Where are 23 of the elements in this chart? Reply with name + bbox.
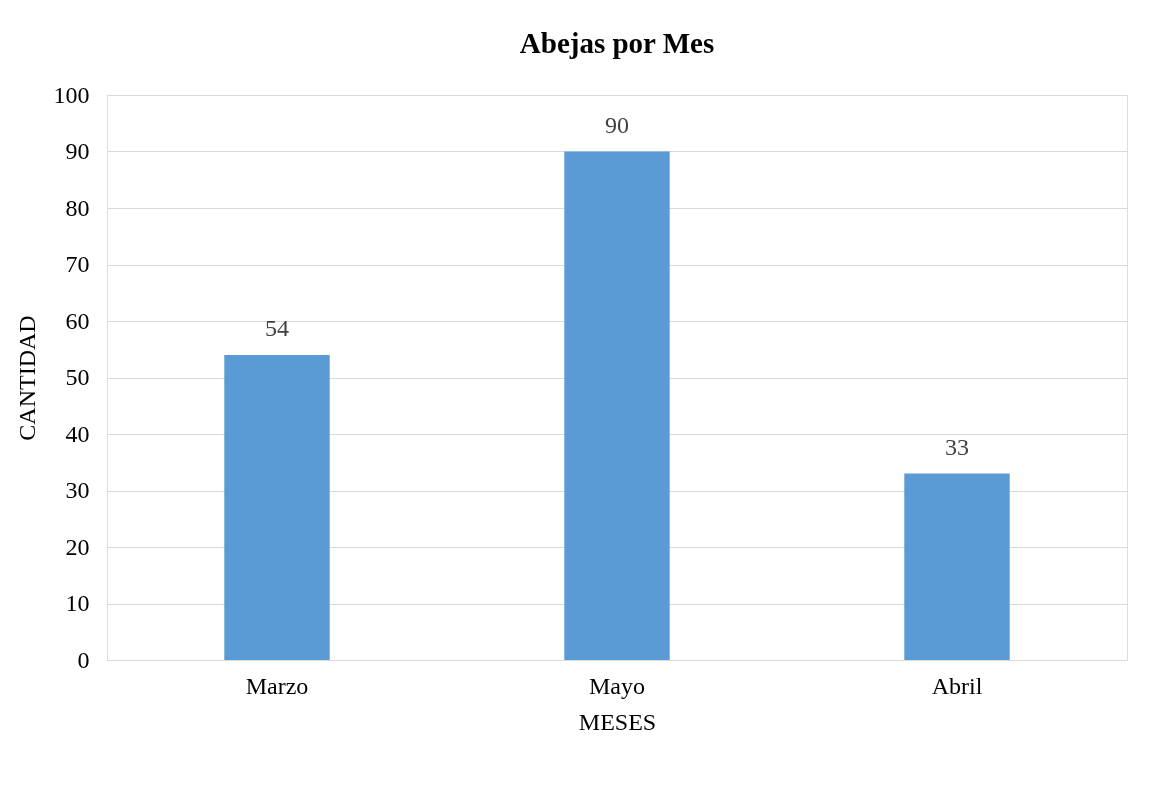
y-tick-label: 70 <box>65 251 90 277</box>
y-tick-label: 40 <box>65 420 90 447</box>
y-tick-label: 20 <box>65 533 90 560</box>
data-label: 33 <box>945 433 969 460</box>
chart-title: Abejas por Mes <box>519 27 715 59</box>
y-tick-label: 60 <box>65 307 90 334</box>
x-axis-title: MESES <box>578 708 657 735</box>
data-label: 54 <box>265 314 289 341</box>
y-tick-label: 30 <box>65 477 90 503</box>
x-tick-label: Abril <box>931 672 983 699</box>
y-axis-title: CANTIDAD <box>13 315 40 441</box>
x-tick-label: Mayo <box>589 672 645 699</box>
y-tick-label: 50 <box>65 364 90 390</box>
y-tick-label: 80 <box>65 194 90 221</box>
bar <box>904 473 1010 660</box>
y-tick-label: 10 <box>65 590 90 616</box>
data-label: 90 <box>605 111 629 138</box>
y-tick-label: 0 <box>77 646 90 673</box>
bar <box>564 151 670 660</box>
bar <box>224 354 330 660</box>
y-tick-label: 90 <box>65 138 90 164</box>
x-tick-label: Marzo <box>245 672 309 699</box>
y-tick-label: 100 <box>53 81 90 108</box>
